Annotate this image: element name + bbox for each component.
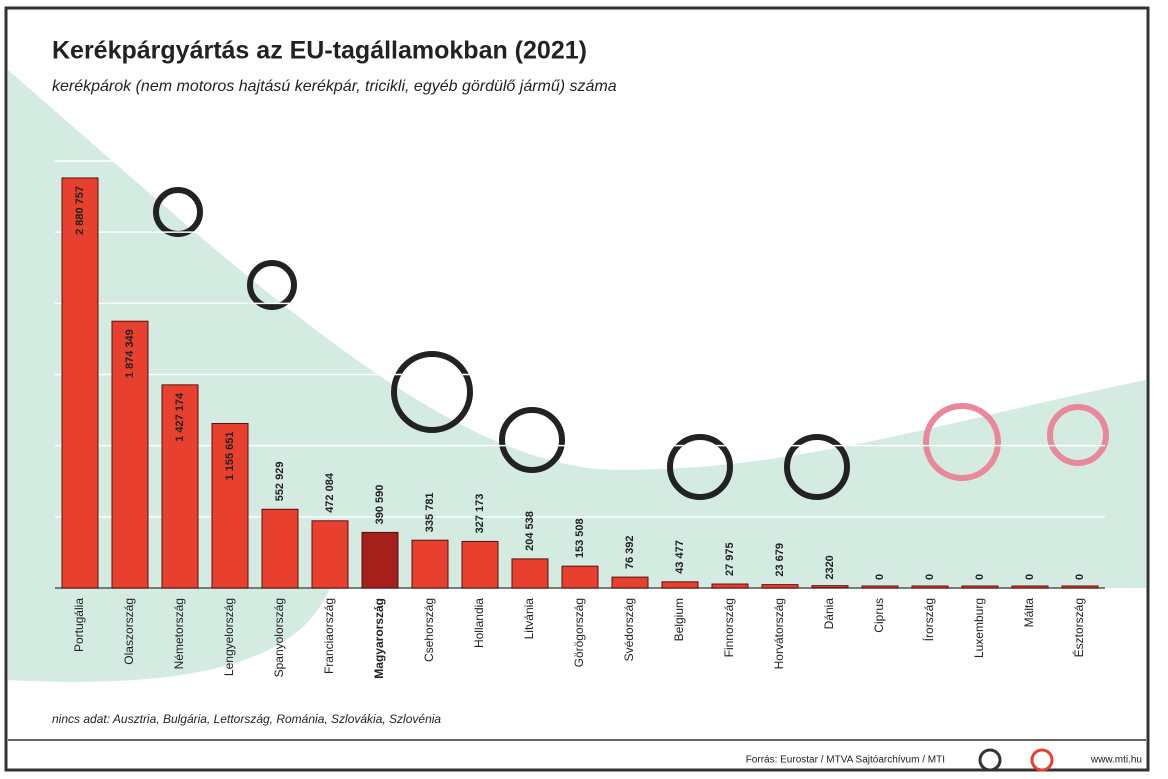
bar bbox=[712, 584, 748, 588]
value-label: 552 929 bbox=[274, 462, 286, 502]
x-tick-label: Csehország bbox=[422, 598, 436, 662]
value-label: 390 590 bbox=[374, 485, 386, 525]
value-label: 1 874 349 bbox=[124, 329, 136, 378]
x-tick-label: Magyarország bbox=[372, 598, 386, 679]
x-tick-label: Észtország bbox=[1071, 598, 1086, 657]
x-tick-label: Olaszország bbox=[122, 598, 136, 665]
value-label: 1 427 174 bbox=[174, 392, 186, 442]
x-tick-label: Dánia bbox=[822, 598, 836, 630]
value-label: 335 781 bbox=[424, 492, 436, 532]
x-tick-label: Németország bbox=[172, 598, 186, 669]
bar bbox=[512, 559, 548, 588]
x-tick-label: Horvátország bbox=[772, 598, 786, 669]
bar bbox=[462, 541, 498, 588]
bar bbox=[62, 178, 98, 588]
chart-subtitle: kerékpárok (nem motoros hajtású kerékpár… bbox=[52, 78, 617, 95]
bar bbox=[262, 509, 298, 588]
x-tick-label: Spanyolország bbox=[272, 598, 286, 677]
value-label: 2 880 757 bbox=[74, 186, 86, 235]
bar bbox=[412, 540, 448, 588]
value-label: 0 bbox=[1074, 574, 1086, 580]
value-label: 0 bbox=[874, 574, 886, 580]
bar bbox=[812, 586, 848, 588]
bar bbox=[662, 582, 698, 588]
value-label: 0 bbox=[1024, 574, 1036, 580]
x-tick-label: Ciprus bbox=[872, 598, 886, 633]
bar bbox=[762, 585, 798, 588]
bar bbox=[562, 566, 598, 588]
x-tick-label: Írország bbox=[921, 598, 936, 641]
bar bbox=[1062, 586, 1098, 588]
x-tick-label: Finnország bbox=[722, 598, 736, 657]
bar bbox=[612, 577, 648, 588]
value-label: 0 bbox=[974, 574, 986, 580]
value-label: 23 679 bbox=[774, 543, 786, 577]
x-tick-label: Belgium bbox=[672, 598, 686, 641]
x-tick-label: Franciaország bbox=[322, 598, 336, 674]
value-label: 204 538 bbox=[524, 511, 536, 551]
x-tick-label: Portugália bbox=[72, 598, 86, 652]
x-tick-label: Málta bbox=[1022, 598, 1036, 628]
source: Forrás: Eurostar / MTVA Sajtóarchívum / … bbox=[746, 755, 945, 766]
value-label: 472 084 bbox=[324, 472, 336, 513]
bar bbox=[1012, 586, 1048, 588]
bar bbox=[912, 586, 948, 588]
x-tick-label: Luxemburg bbox=[972, 598, 986, 658]
x-tick-label: Svédország bbox=[622, 598, 636, 661]
note: nincs adat: Ausztria, Bulgária, Lettorsz… bbox=[52, 712, 441, 726]
chart-title: Kerékpárgyártás az EU-tagállamokban (202… bbox=[52, 37, 587, 65]
value-label: 27 975 bbox=[724, 542, 736, 576]
website: www.mti.hu bbox=[1090, 755, 1142, 766]
value-label: 76 392 bbox=[624, 535, 636, 569]
value-label: 2320 bbox=[824, 555, 836, 579]
x-tick-label: Litvánia bbox=[522, 598, 536, 640]
x-tick-label: Görögország bbox=[572, 598, 586, 667]
value-label: 327 173 bbox=[474, 494, 486, 534]
chart: Kerékpárgyártás az EU-tagállamokban (202… bbox=[0, 0, 1168, 779]
value-label: 0 bbox=[924, 574, 936, 580]
bar bbox=[962, 586, 998, 588]
value-label: 43 477 bbox=[674, 540, 686, 574]
x-tick-label: Lengyelország bbox=[222, 598, 236, 676]
value-label: 153 508 bbox=[574, 518, 586, 558]
bar bbox=[312, 521, 348, 588]
bar bbox=[362, 532, 398, 588]
bar bbox=[862, 586, 898, 588]
x-tick-label: Hollandia bbox=[472, 598, 486, 648]
value-label: 1 155 651 bbox=[224, 432, 236, 481]
